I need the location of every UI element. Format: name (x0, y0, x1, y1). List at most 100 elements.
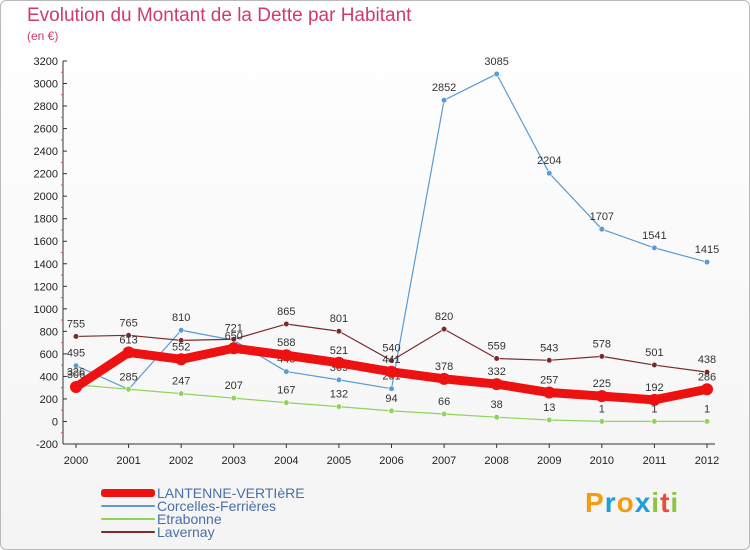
data-point (493, 355, 500, 362)
x-tick-label: 2001 (116, 455, 140, 467)
legend-label: Lavernay (157, 524, 215, 540)
data-label: 1541 (642, 230, 666, 242)
data-label: 552 (172, 341, 190, 353)
data-label: 332 (487, 366, 505, 378)
data-label: 613 (119, 334, 137, 346)
data-label: 588 (277, 337, 295, 349)
data-point (595, 390, 608, 403)
data-label: 286 (698, 371, 716, 383)
legend-label: Corcelles-Ferrières (157, 498, 277, 514)
data-point (335, 403, 343, 410)
data-point (598, 353, 605, 360)
y-tick-label: 2000 (34, 191, 58, 203)
data-label: 438 (698, 354, 716, 366)
data-label: 3085 (484, 56, 508, 68)
x-tick-label: 2004 (274, 455, 298, 467)
data-label: 192 (645, 382, 663, 394)
data-label: 495 (67, 348, 85, 360)
data-point (493, 70, 500, 78)
x-tick-label: 2012 (695, 455, 719, 467)
data-point (283, 368, 290, 375)
logo-letter: r (604, 487, 617, 518)
logo-letter: i (651, 487, 661, 518)
logo-letter: P (585, 487, 605, 518)
y-tick-label: 3200 (34, 56, 58, 68)
proxiti-logo: Proxiti (585, 487, 679, 519)
data-label: 810 (172, 312, 190, 324)
data-label: 94 (385, 393, 397, 405)
logo-letter: x (634, 487, 652, 518)
data-label: 167 (277, 385, 295, 397)
data-label: 378 (435, 361, 453, 373)
y-tick-label: 1200 (34, 281, 58, 293)
y-tick-label: 200 (40, 394, 58, 406)
legend-swatch (101, 505, 155, 507)
legend-label: Etrabonne (157, 511, 222, 527)
data-label: 578 (593, 338, 611, 350)
data-point (440, 97, 448, 104)
data-point (438, 372, 451, 385)
data-point (598, 226, 605, 233)
data-label: 650 (225, 330, 243, 342)
data-point (490, 378, 503, 391)
logo-letter: o (616, 487, 635, 518)
data-label: 257 (540, 375, 558, 387)
data-label: 2204 (537, 155, 561, 167)
y-tick-label: 1800 (34, 214, 58, 226)
data-point (283, 320, 290, 328)
data-label: 1 (651, 403, 657, 415)
data-point (651, 361, 658, 369)
x-tick-label: 2003 (222, 455, 246, 467)
data-point (598, 418, 605, 425)
x-tick-label: 2005 (327, 455, 351, 467)
data-point (178, 327, 185, 334)
x-tick-label: 2011 (643, 455, 667, 467)
data-label: 755 (67, 318, 85, 330)
data-label: 801 (330, 313, 348, 325)
data-label: 543 (540, 342, 558, 354)
data-point (72, 333, 80, 340)
data-point (332, 356, 345, 369)
data-point (701, 383, 713, 396)
data-point (70, 381, 82, 394)
data-point (335, 328, 343, 335)
data-label: 540 (382, 343, 400, 355)
legend-label: LANTENNE-VERTIèRE (157, 485, 305, 501)
y-tick-label: 1400 (34, 259, 58, 271)
data-label: 225 (593, 378, 611, 390)
legend-swatch (101, 518, 155, 520)
data-label: 559 (487, 341, 505, 353)
logo-letter: i (670, 487, 680, 518)
data-point (230, 395, 237, 402)
x-tick-label: 2002 (169, 455, 193, 467)
data-label: 765 (119, 317, 137, 329)
data-label: 38 (491, 399, 503, 411)
y-tick-label: 600 (40, 349, 58, 361)
data-point (651, 418, 658, 425)
data-point (440, 326, 448, 333)
x-tick-label: 2010 (590, 455, 614, 467)
y-tick-label: 0 (52, 416, 58, 428)
data-point (230, 336, 237, 343)
y-tick-label: 3000 (34, 79, 58, 91)
data-point (388, 357, 395, 364)
data-label: 865 (277, 306, 295, 318)
chart-title: Evolution du Montant de la Dette par Hab… (27, 5, 412, 26)
data-label: 1415 (695, 244, 719, 256)
data-point (648, 393, 661, 406)
data-point (543, 386, 556, 399)
data-label: 306 (67, 369, 85, 381)
data-point (178, 390, 185, 397)
data-point (493, 414, 500, 421)
x-tick-label: 2000 (64, 455, 88, 467)
data-label: 132 (330, 389, 348, 401)
data-label: 2852 (432, 82, 456, 94)
data-label: 1 (704, 403, 710, 415)
data-point (546, 416, 553, 424)
y-tick-label: 2200 (34, 169, 58, 181)
data-point (227, 342, 240, 355)
data-point (703, 258, 711, 266)
data-point (440, 410, 448, 418)
data-label: 521 (330, 345, 348, 357)
